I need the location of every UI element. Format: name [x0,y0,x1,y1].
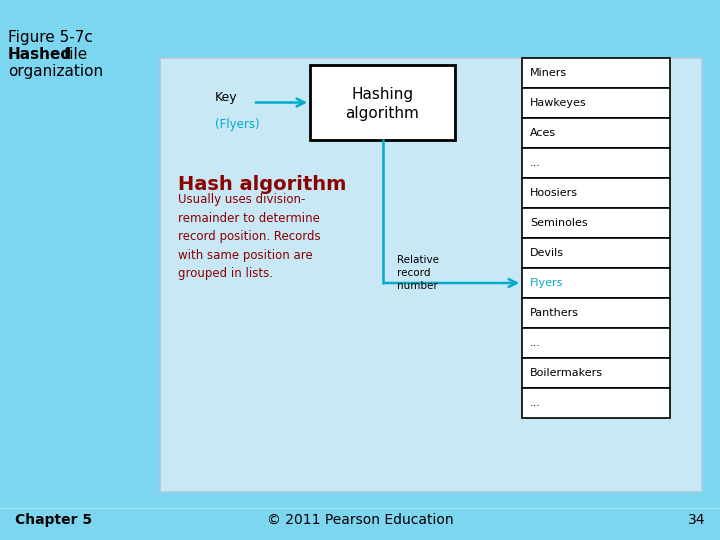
Bar [522,208,670,238]
Text: Hoosiers: Hoosiers [530,188,578,198]
Text: Seminoles: Seminoles [530,218,588,228]
Text: Figure 5-7c: Figure 5-7c [8,30,93,45]
Bar [522,358,670,388]
Bar [522,178,670,208]
Text: Aces: Aces [530,128,556,138]
Bar [522,148,670,178]
Text: Miners: Miners [530,68,567,78]
Text: Panthers: Panthers [530,308,579,318]
Bar [522,58,670,88]
Text: ...: ... [530,158,541,168]
Bar [522,238,670,268]
Bar [522,328,670,358]
Text: 34: 34 [688,513,705,527]
Text: Usually uses division-
remainder to determine
record position. Records
with same: Usually uses division- remainder to dete… [178,193,320,280]
Text: file: file [59,47,87,62]
Text: (Flyers): (Flyers) [215,118,260,131]
Bar [522,118,670,148]
Text: Chapter 5: Chapter 5 [15,513,92,527]
Bar [522,268,670,298]
Text: organization: organization [8,64,103,79]
Text: Devils: Devils [530,248,564,258]
Text: © 2011 Pearson Education: © 2011 Pearson Education [266,513,454,527]
Bar [522,88,670,118]
Text: ...: ... [530,398,541,408]
Text: Hashed: Hashed [8,47,72,62]
Text: Flyers: Flyers [530,278,563,288]
Text: ...: ... [530,338,541,348]
Text: Hawkeyes: Hawkeyes [530,98,587,108]
Text: Relative
record
number: Relative record number [397,255,439,292]
Text: Boilermakers: Boilermakers [530,368,603,378]
Bar [522,298,670,328]
Text: algorithm: algorithm [346,106,420,122]
Bar [160,58,702,492]
Text: Hash algorithm: Hash algorithm [178,175,346,194]
Bar [310,65,455,140]
Text: Hashing: Hashing [351,87,413,103]
Text: Key: Key [215,91,238,104]
Bar [522,388,670,418]
